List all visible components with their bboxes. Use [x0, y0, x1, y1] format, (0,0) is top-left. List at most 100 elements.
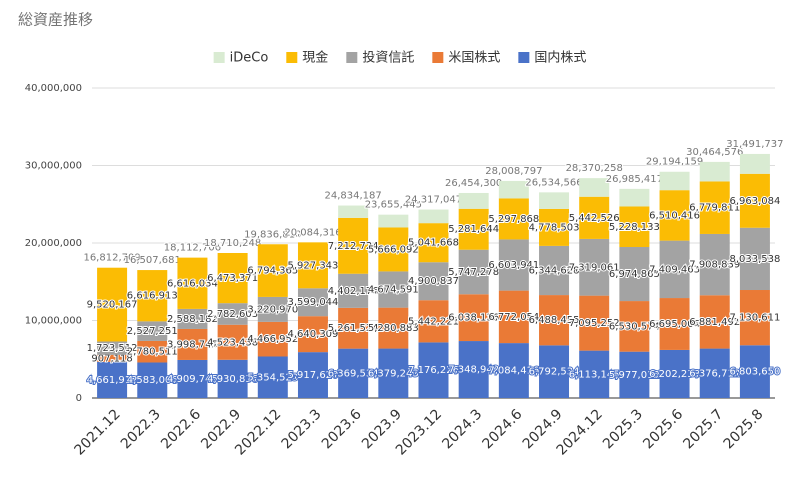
total-label: 26,985,417	[606, 174, 663, 185]
data-label: 6,792,534	[529, 367, 580, 378]
data-label: 7,319,061	[569, 262, 620, 273]
bar-segment	[177, 257, 208, 309]
bar-segment	[699, 348, 730, 398]
data-label: 5,442,221	[408, 316, 459, 327]
data-label: 5,261,524	[328, 323, 379, 334]
bar-segment	[257, 321, 288, 357]
data-label: 6,974,865	[609, 269, 660, 280]
data-label: 2,588,182	[167, 314, 218, 325]
legend-swatch	[346, 52, 358, 63]
total-label: 26,534,566	[525, 177, 582, 188]
total-label: 23,655,445	[365, 200, 422, 211]
bar-segment	[619, 206, 650, 248]
data-label: 4,523,438	[207, 337, 258, 348]
data-label: 6,038,136	[448, 313, 499, 324]
chart-title: 総資産推移	[18, 11, 93, 29]
bar-segment	[338, 205, 369, 218]
data-label: 7,409,463	[649, 264, 700, 275]
data-label: 2,782,603	[207, 309, 258, 320]
data-label: 907,118	[91, 353, 132, 364]
legend-swatch	[286, 52, 298, 63]
bar-segment	[217, 303, 248, 325]
y-tick-label: 20,000,000	[25, 238, 82, 249]
bar-segment	[579, 196, 610, 239]
data-label: 6,113,145	[569, 369, 620, 380]
data-label: 5,917,620	[288, 370, 339, 381]
bar-segment	[257, 356, 288, 398]
bar-segment	[619, 247, 650, 302]
data-label: 5,977,012	[609, 370, 660, 381]
data-label: 4,900,837	[408, 276, 459, 287]
data-label: 6,616,034	[167, 278, 218, 289]
bar-segment	[739, 227, 770, 291]
data-label: 5,747,278	[448, 267, 499, 278]
data-label: 6,695,006	[649, 319, 700, 330]
data-label: 6,473,371	[207, 273, 258, 284]
total-label: 16,812,709	[83, 253, 140, 264]
data-label: 6,510,416	[649, 210, 700, 221]
total-label: 26,454,300	[445, 178, 502, 189]
bar-segment	[257, 296, 288, 322]
data-label: 5,280,883	[368, 323, 419, 334]
bar-segment	[137, 362, 168, 398]
bar-segment	[458, 294, 489, 342]
data-label: 7,212,724	[328, 241, 379, 252]
bar-segment	[579, 178, 610, 197]
data-label: 4,909,745	[167, 374, 218, 385]
bar-segment	[579, 350, 610, 398]
bar-segment	[97, 267, 128, 342]
data-label: 6,530,574	[609, 321, 660, 332]
data-label: 5,281,644	[448, 224, 499, 235]
total-label: 28,370,258	[566, 163, 623, 174]
bar-segment	[498, 180, 529, 199]
bar-segment	[137, 321, 168, 341]
data-label: 4,930,836	[207, 374, 258, 385]
bar-segment	[378, 307, 409, 349]
total-label: 30,464,576	[686, 147, 743, 158]
data-label: 6,794,365	[247, 266, 298, 277]
data-label: 5,442,526	[569, 213, 620, 224]
legend-label: 国内株式	[534, 50, 586, 66]
data-label: 6,772,054	[488, 312, 539, 323]
legend-swatch	[518, 52, 530, 63]
bar-segment	[659, 171, 690, 191]
bar-segment	[338, 217, 369, 274]
bar-segment	[699, 181, 730, 234]
data-label: 7,348,942	[448, 365, 499, 376]
data-label: 6,881,492	[689, 317, 740, 328]
data-label: 3,220,970	[247, 304, 298, 315]
bar-segment	[498, 343, 529, 398]
data-label: 4,674,591	[368, 285, 419, 296]
total-label: 29,194,159	[646, 157, 703, 168]
data-label: 6,803,650	[729, 367, 780, 378]
bar-segment	[739, 345, 770, 398]
bar-segment	[458, 249, 489, 295]
bar-segment	[458, 208, 489, 250]
bar-segment	[297, 352, 328, 398]
bar-segment	[338, 307, 369, 349]
bar-segment	[217, 359, 248, 398]
bar-segment	[699, 233, 730, 296]
bar-segment	[418, 223, 449, 263]
data-label: 4,640,309	[288, 329, 339, 340]
bar-segment	[257, 244, 288, 297]
bar-segment	[498, 198, 529, 240]
bar-segment	[418, 262, 449, 301]
bar-segment	[699, 161, 730, 182]
data-label: 5,354,523	[247, 372, 298, 383]
data-label: 6,603,941	[488, 260, 539, 271]
bar-segment	[378, 227, 409, 272]
bar-segment	[297, 288, 328, 317]
bar-segment	[378, 214, 409, 228]
data-label: 7,908,839	[689, 260, 740, 271]
bar-segment	[338, 348, 369, 398]
total-label: 24,834,187	[325, 191, 382, 202]
data-label: 5,927,343	[288, 260, 339, 271]
bar-segment	[418, 209, 449, 224]
data-label: 7,095,252	[569, 318, 620, 329]
data-label: 8,033,538	[729, 254, 780, 265]
bar-segment	[739, 153, 770, 174]
bar-segment	[338, 273, 369, 308]
data-label: 6,488,455	[529, 315, 580, 326]
